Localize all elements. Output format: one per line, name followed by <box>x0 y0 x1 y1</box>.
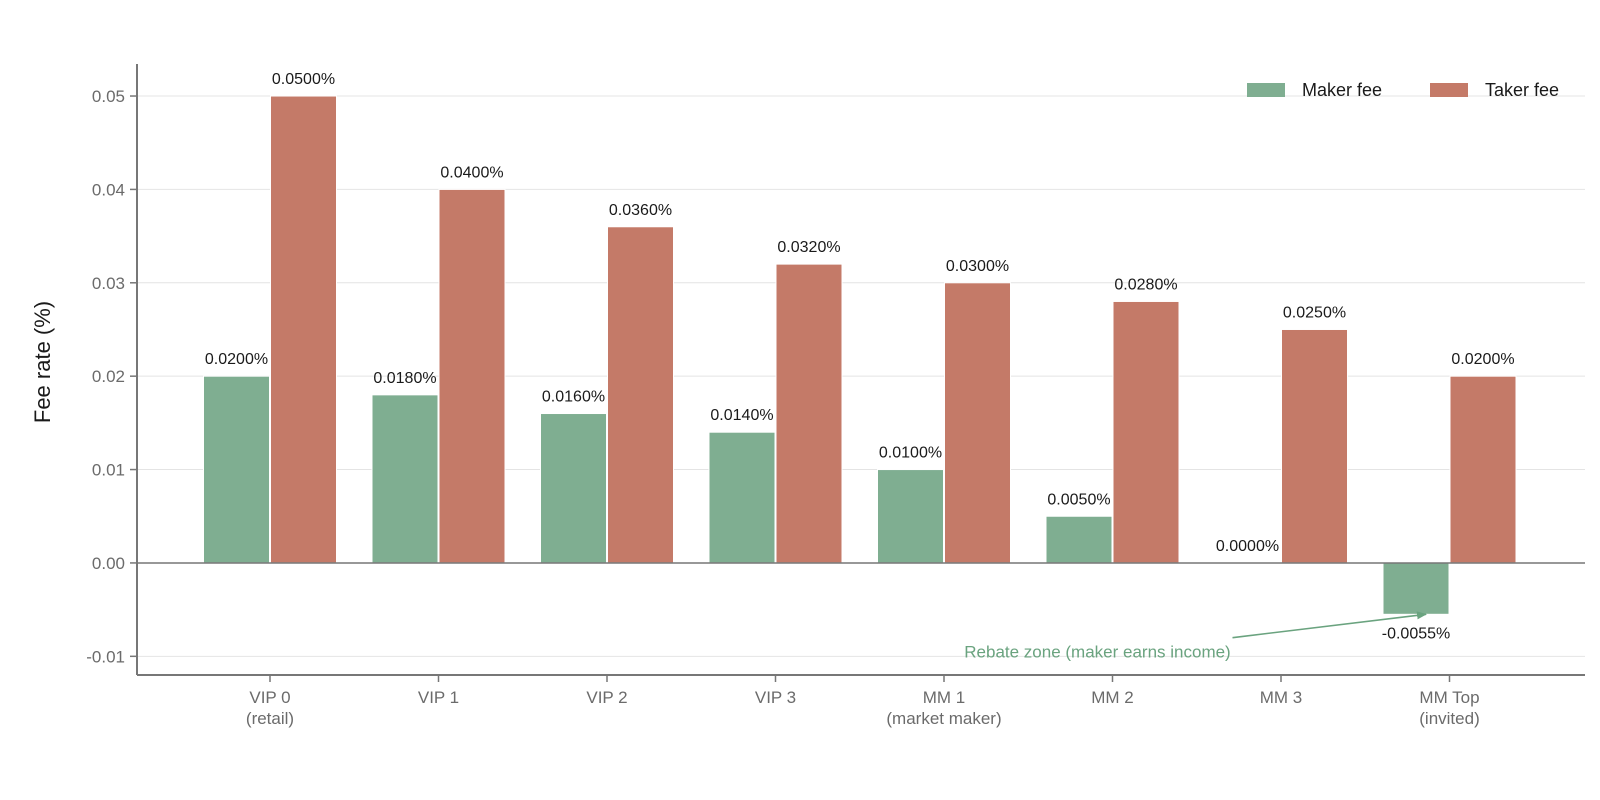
taker-value-label: 0.0300% <box>946 258 1009 275</box>
taker-bar <box>270 95 337 564</box>
x-tick-label: VIP 3 <box>755 688 796 707</box>
taker-value-label: 0.0200% <box>1451 351 1514 368</box>
maker-value-label: 0.0200% <box>205 351 268 368</box>
y-axis-label: Fee rate (%) <box>30 301 55 423</box>
maker-bar <box>1382 562 1450 615</box>
taker-bar <box>775 263 843 564</box>
maker-value-label: 0.0140% <box>710 407 773 424</box>
data-labels: 0.0200% 0.0180% 0.0160% 0.0140% 0.0100% 0.005… <box>205 71 1515 642</box>
taker-bar <box>438 188 506 564</box>
taker-bar <box>1449 375 1517 564</box>
y-tick-label: -0.01 <box>86 647 125 666</box>
x-tick-label: VIP 0 (retail) <box>246 688 294 728</box>
x-tick-label: MM 1 (market maker) <box>886 688 1001 728</box>
maker-value-label: 0.0100% <box>879 445 942 462</box>
y-tick-label: 0.00 <box>92 554 125 573</box>
taker-legend-swatch <box>1430 83 1468 97</box>
maker-bar <box>540 413 607 564</box>
bars <box>203 95 1517 615</box>
gridlines <box>137 95 1585 657</box>
taker-bar <box>944 282 1011 564</box>
y-tick-label: 0.03 <box>92 274 125 293</box>
taker-value-label: 0.0280% <box>1114 276 1177 293</box>
taker-legend-label: Taker fee <box>1485 80 1559 100</box>
maker-bar <box>371 394 439 564</box>
y-tick-label: 0.02 <box>92 367 125 386</box>
y-tick-label: 0.04 <box>92 180 125 199</box>
legend: Maker fee Taker fee <box>1247 80 1559 100</box>
taker-bar <box>607 226 674 564</box>
annotation-text: Rebate zone (maker earns income) <box>964 643 1230 662</box>
taker-bar <box>1112 300 1180 564</box>
maker-value-label: 0.0050% <box>1047 491 1110 508</box>
taker-value-label: 0.0320% <box>777 239 840 256</box>
taker-value-label: 0.0360% <box>609 202 672 219</box>
taker-value-label: 0.0250% <box>1283 304 1346 321</box>
taker-value-label: 0.0500% <box>272 71 335 88</box>
maker-value-label: 0.0160% <box>542 389 605 406</box>
x-tick-label: VIP 2 <box>586 688 627 707</box>
x-tick-label: MM 2 <box>1091 688 1134 707</box>
maker-legend-label: Maker fee <box>1302 80 1382 100</box>
maker-bar <box>708 431 776 564</box>
maker-bar <box>1045 515 1113 564</box>
maker-bar <box>877 469 944 564</box>
y-tick-label: 0.01 <box>92 461 125 480</box>
x-tick-label: MM Top (invited) <box>1419 688 1479 728</box>
x-tick-label: VIP 1 <box>418 688 459 707</box>
taker-bar <box>1281 328 1348 564</box>
y-tick-label: 0.05 <box>92 87 125 106</box>
taker-value-label: 0.0400% <box>440 164 503 181</box>
annotation: Rebate zone (maker earns income) <box>964 611 1427 662</box>
axes: -0.01 0.00 0.01 0.02 0.03 0.04 0.05 VIP 0 (retai… <box>86 64 1585 728</box>
maker-bar <box>203 375 270 564</box>
maker-value-label: 0.0180% <box>373 370 436 387</box>
maker-value-label: 0.0000% <box>1216 538 1279 555</box>
maker-value-label: -0.0055% <box>1382 625 1451 642</box>
maker-legend-swatch <box>1247 83 1285 97</box>
annotation-arrow <box>1232 611 1427 639</box>
x-tick-label: MM 3 <box>1260 688 1303 707</box>
